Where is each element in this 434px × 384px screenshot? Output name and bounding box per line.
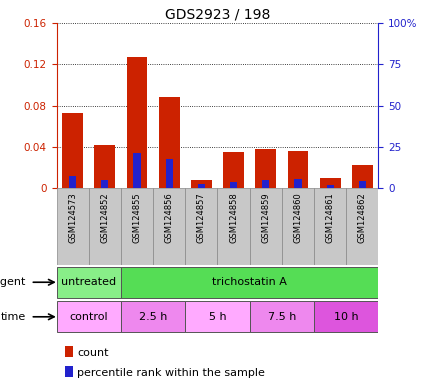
Bar [313,301,378,332]
Text: 2.5 h: 2.5 h [138,312,167,322]
Bar [249,188,281,265]
Text: GSM124855: GSM124855 [132,192,141,243]
Text: GSM124861: GSM124861 [325,192,334,243]
Text: untreated: untreated [61,277,116,287]
Text: GSM124573: GSM124573 [68,192,77,243]
Bar [319,178,340,188]
Bar [56,188,89,265]
Bar [94,145,115,188]
Bar [249,301,313,332]
Bar [121,301,185,332]
Text: time: time [1,312,26,322]
Text: control: control [69,312,108,322]
Bar [185,301,249,332]
Text: GSM124859: GSM124859 [261,192,270,243]
Text: GSM124858: GSM124858 [229,192,237,243]
Title: GDS2923 / 198: GDS2923 / 198 [164,8,270,22]
Bar [351,166,372,188]
Bar [121,267,378,298]
Text: GSM124857: GSM124857 [197,192,205,243]
Bar [153,188,185,265]
Text: trichostatin A: trichostatin A [212,277,286,287]
Bar [121,188,153,265]
Bar [217,188,249,265]
Bar [345,188,378,265]
Bar [294,179,301,188]
Text: GSM124860: GSM124860 [293,192,302,243]
Bar [197,184,204,188]
Bar [262,180,269,188]
Bar [358,181,365,188]
Text: 5 h: 5 h [208,312,226,322]
Text: GSM124862: GSM124862 [357,192,366,243]
Bar [62,113,83,188]
Text: agent: agent [0,277,26,287]
Text: 10 h: 10 h [333,312,358,322]
Bar [281,188,313,265]
Text: percentile rank within the sample: percentile rank within the sample [77,368,265,378]
Bar [223,152,243,188]
Text: 7.5 h: 7.5 h [267,312,296,322]
Bar [255,149,276,188]
Bar [191,180,211,188]
Bar [89,188,121,265]
Bar [56,267,121,298]
Text: GSM124852: GSM124852 [100,192,109,243]
Bar [165,159,172,188]
Text: count: count [77,348,108,358]
Bar [287,151,308,188]
Bar [230,182,237,188]
Bar [313,188,345,265]
Bar [326,185,333,188]
Bar [69,176,76,188]
Bar [158,98,179,188]
Bar [101,180,108,188]
Bar [133,153,140,188]
Bar [56,301,121,332]
Text: GSM124856: GSM124856 [164,192,173,243]
Bar [126,57,147,188]
Bar [185,188,217,265]
